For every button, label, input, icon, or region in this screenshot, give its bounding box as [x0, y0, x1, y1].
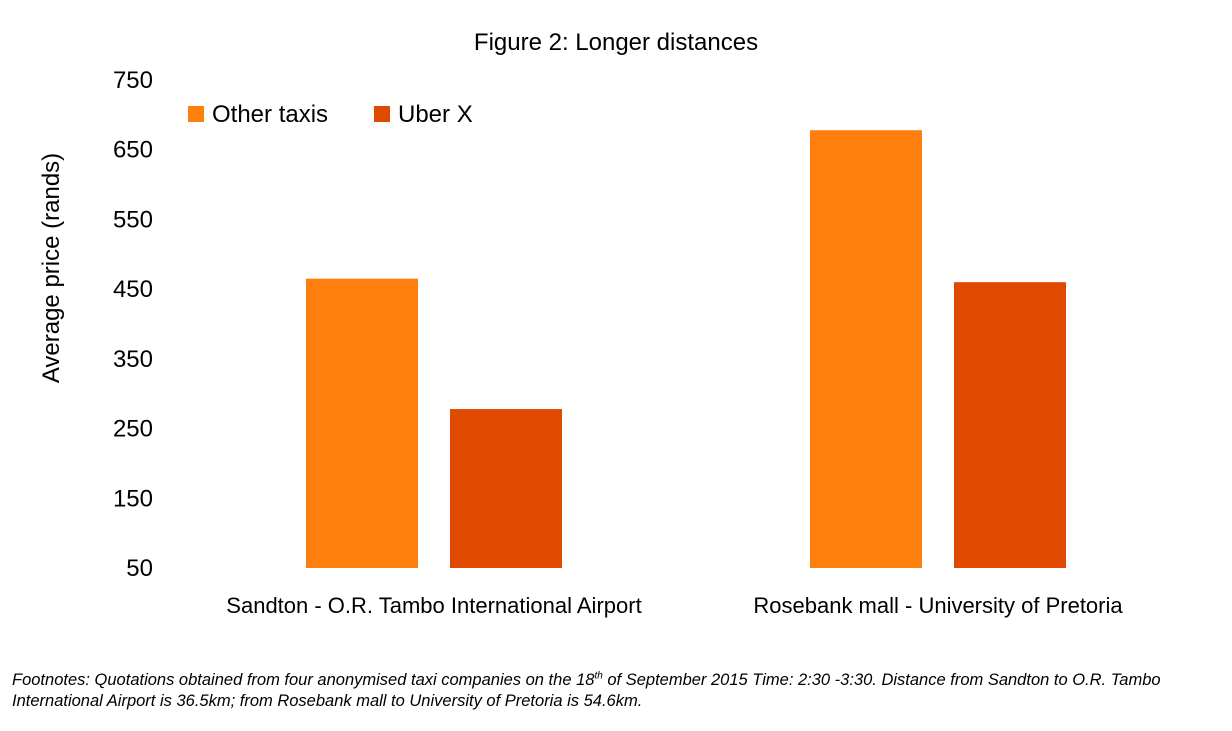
footnote-text-part1: Footnotes: Quotations obtained from four… [12, 671, 595, 689]
chart-title: Figure 2: Longer distances [474, 29, 758, 56]
bar-uber-x [450, 409, 562, 568]
x-category-label: Sandton - O.R. Tambo International Airpo… [226, 593, 641, 618]
bars [306, 130, 1066, 569]
y-tick-label: 550 [113, 206, 153, 233]
x-axis-ticks: Sandton - O.R. Tambo International Airpo… [226, 593, 1123, 618]
footnote: Footnotes: Quotations obtained from four… [12, 670, 1224, 712]
y-tick-label: 50 [126, 555, 153, 582]
footnote-text-part2: of September 2015 Time: 2:30 -3:30. Dist… [12, 671, 1161, 710]
y-tick-label: 350 [113, 346, 153, 373]
legend-label: Uber X [398, 101, 473, 128]
bar-uber-x [954, 282, 1066, 568]
footnote-superscript: th [594, 670, 603, 682]
legend: Other taxis Uber X [188, 101, 473, 128]
y-axis-ticks: 50 150 250 350 450 550 650 750 [113, 67, 153, 582]
legend-swatch [188, 106, 204, 122]
y-axis-label: Average price (rands) [38, 153, 65, 383]
bar-other-taxis [810, 130, 922, 569]
x-category-label: Rosebank mall - University of Pretoria [753, 593, 1123, 618]
y-tick-label: 250 [113, 416, 153, 443]
y-tick-label: 650 [113, 137, 153, 164]
legend-label: Other taxis [212, 101, 328, 128]
y-tick-label: 450 [113, 276, 153, 303]
y-tick-label: 750 [113, 67, 153, 94]
y-tick-label: 150 [113, 485, 153, 512]
bar-other-taxis [306, 278, 418, 568]
legend-swatch [374, 106, 390, 122]
bar-chart: Figure 2: Longer distances Average price… [38, 29, 1123, 618]
